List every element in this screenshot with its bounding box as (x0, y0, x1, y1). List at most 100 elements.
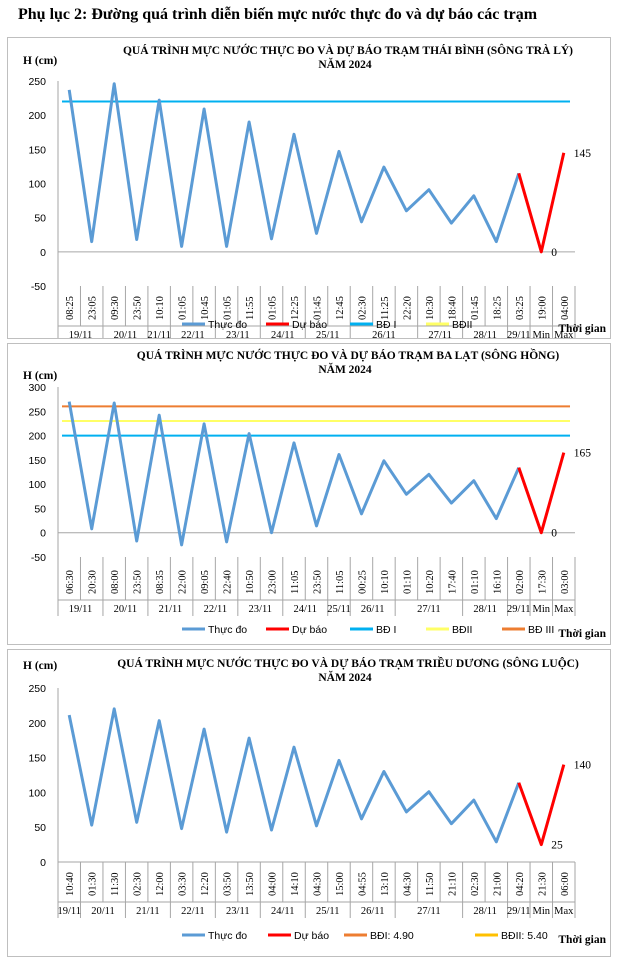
date-group-label: Min (533, 604, 551, 615)
legend-label: Thực đo (208, 319, 247, 331)
x-tick-label: 01:05 (268, 296, 279, 320)
x-tick-label: 12:25 (290, 296, 301, 320)
x-tick-label: 10:40 (65, 872, 76, 896)
x-tick-label: 13:50 (245, 872, 256, 896)
x-tick-label: 21:30 (537, 872, 548, 896)
x-tick-label: 12:45 (335, 296, 346, 320)
x-tick-label: 02:30 (357, 296, 368, 320)
x-tick-label: 01:45 (313, 296, 324, 320)
x-tick-label: 17:30 (537, 570, 548, 594)
y-tick-label: 250 (28, 683, 46, 695)
x-tick-label: 09:30 (110, 296, 121, 320)
legend-label: Dự báo (294, 930, 329, 942)
y-tick-label: 100 (28, 179, 46, 191)
date-group-label: 21/11 (159, 604, 183, 615)
x-tick-label: 04:55 (357, 872, 368, 896)
y-tick-label: 50 (34, 503, 46, 515)
date-group-label: 23/11 (226, 906, 250, 917)
date-group-label: 28/11 (473, 604, 497, 615)
x-tick-label: 18:25 (492, 296, 503, 320)
x-tick-label: 08:25 (65, 296, 76, 320)
y-tick-label: 250 (28, 406, 46, 418)
x-tick-label: 09:05 (200, 570, 211, 594)
y-tick-label: 100 (28, 787, 46, 799)
date-group-label: 26/11 (361, 906, 385, 917)
x-tick-label: 01:30 (88, 872, 99, 896)
x-tick-label: 10:50 (245, 570, 256, 594)
x-tick-label: 18:40 (447, 296, 458, 320)
chart-ba-lat: QUÁ TRÌNH MỰC NƯỚC THỰC ĐO VÀ DỰ BÁO TRẠ… (7, 343, 611, 645)
x-tick-label: 02:30 (133, 872, 144, 896)
date-group-label: 27/11 (417, 906, 441, 917)
date-group-label: 19/11 (69, 604, 93, 615)
x-tick-label: 15:00 (335, 872, 346, 896)
x-tick-label: 08:35 (155, 570, 166, 594)
x-tick-label: 04:20 (515, 872, 526, 896)
y-tick-label: 200 (28, 718, 46, 730)
data-label: 145 (574, 148, 592, 160)
x-tick-label: 03:25 (515, 296, 526, 320)
y-axis-label: H (cm) (23, 370, 57, 382)
x-tick-label: 11:25 (380, 296, 391, 320)
observed-line (67, 707, 521, 844)
y-tick-label: -50 (31, 281, 46, 293)
x-axis-label: Thời gian (558, 934, 606, 946)
x-tick-label: 08:00 (110, 570, 121, 594)
x-tick-label: 23:50 (133, 570, 144, 594)
legend-label: Dự báo (292, 624, 327, 636)
date-group-label: 20/11 (114, 604, 138, 615)
date-group-label: 26/11 (361, 604, 385, 615)
x-tick-label: 13:10 (380, 872, 391, 896)
x-tick-label: 02:30 (470, 872, 481, 896)
date-group-label: 21/11 (147, 330, 171, 338)
legend-label: Dự báo (292, 319, 327, 331)
x-tick-label: 01:10 (470, 570, 481, 594)
chart-ba-lat-svg: QUÁ TRÌNH MỰC NƯỚC THỰC ĐO VÀ DỰ BÁO TRẠ… (23, 347, 607, 640)
x-tick-label: 10:20 (425, 570, 436, 594)
forecast-line (517, 152, 566, 254)
y-tick-label: 0 (40, 247, 46, 259)
date-group-label: 19/11 (69, 330, 93, 338)
x-tick-label: 11:05 (335, 570, 346, 594)
x-tick-label: 04:00 (268, 872, 279, 896)
data-label: 165 (574, 448, 592, 460)
x-tick-label: 11:50 (425, 872, 436, 896)
date-group-label: 24/11 (271, 906, 295, 917)
date-group-label: 21/11 (136, 906, 160, 917)
x-tick-label: 23:50 (133, 296, 144, 320)
date-group-label: 22/11 (204, 604, 228, 615)
legend-label: BĐ I (376, 624, 396, 636)
x-tick-label: 06:30 (65, 570, 76, 594)
legend-label: BĐ I (376, 319, 396, 331)
y-tick-label: 150 (28, 144, 46, 156)
date-group-label: 24/11 (271, 330, 295, 338)
date-group-label: 27/11 (428, 330, 452, 338)
x-tick-label: 03:50 (223, 872, 234, 896)
chart-title: QUÁ TRÌNH MỰC NƯỚC THỰC ĐO VÀ DỰ BÁO TRẠ… (117, 655, 579, 670)
x-tick-label: 20:30 (88, 570, 99, 594)
x-tick-label: 14:10 (290, 872, 301, 896)
date-group-label: 29/11 (507, 604, 531, 615)
chart-title: QUÁ TRÌNH MỰC NƯỚC THỰC ĐO VÀ DỰ BÁO TRẠ… (137, 347, 560, 362)
date-group-label: 20/11 (114, 330, 138, 338)
y-axis-label: H (cm) (23, 55, 57, 67)
legend-label: BĐII (452, 624, 472, 636)
x-tick-label: 04:30 (402, 872, 413, 896)
date-group-label: 28/11 (473, 906, 497, 917)
legend-label: Thực đo (208, 624, 247, 636)
date-group-label: 22/11 (181, 330, 205, 338)
x-tick-label: 11:55 (245, 296, 256, 320)
date-group-label: 24/11 (293, 604, 317, 615)
x-tick-label: 17:40 (447, 570, 458, 594)
x-tick-label: 06:00 (560, 872, 571, 896)
y-tick-label: 300 (28, 382, 46, 394)
x-tick-label: 12:00 (155, 872, 166, 896)
chart-title: QUÁ TRÌNH MỰC NƯỚC THỰC ĐO VÀ DỰ BÁO TRẠ… (123, 43, 573, 57)
date-group-label: 27/11 (417, 604, 441, 615)
x-tick-label: 22:40 (223, 570, 234, 594)
y-tick-label: 150 (28, 753, 46, 765)
x-tick-label: 04:30 (313, 872, 324, 896)
x-tick-label: 00:25 (357, 570, 368, 594)
y-tick-label: 0 (40, 857, 46, 869)
date-group-label: 29/11 (507, 330, 531, 338)
